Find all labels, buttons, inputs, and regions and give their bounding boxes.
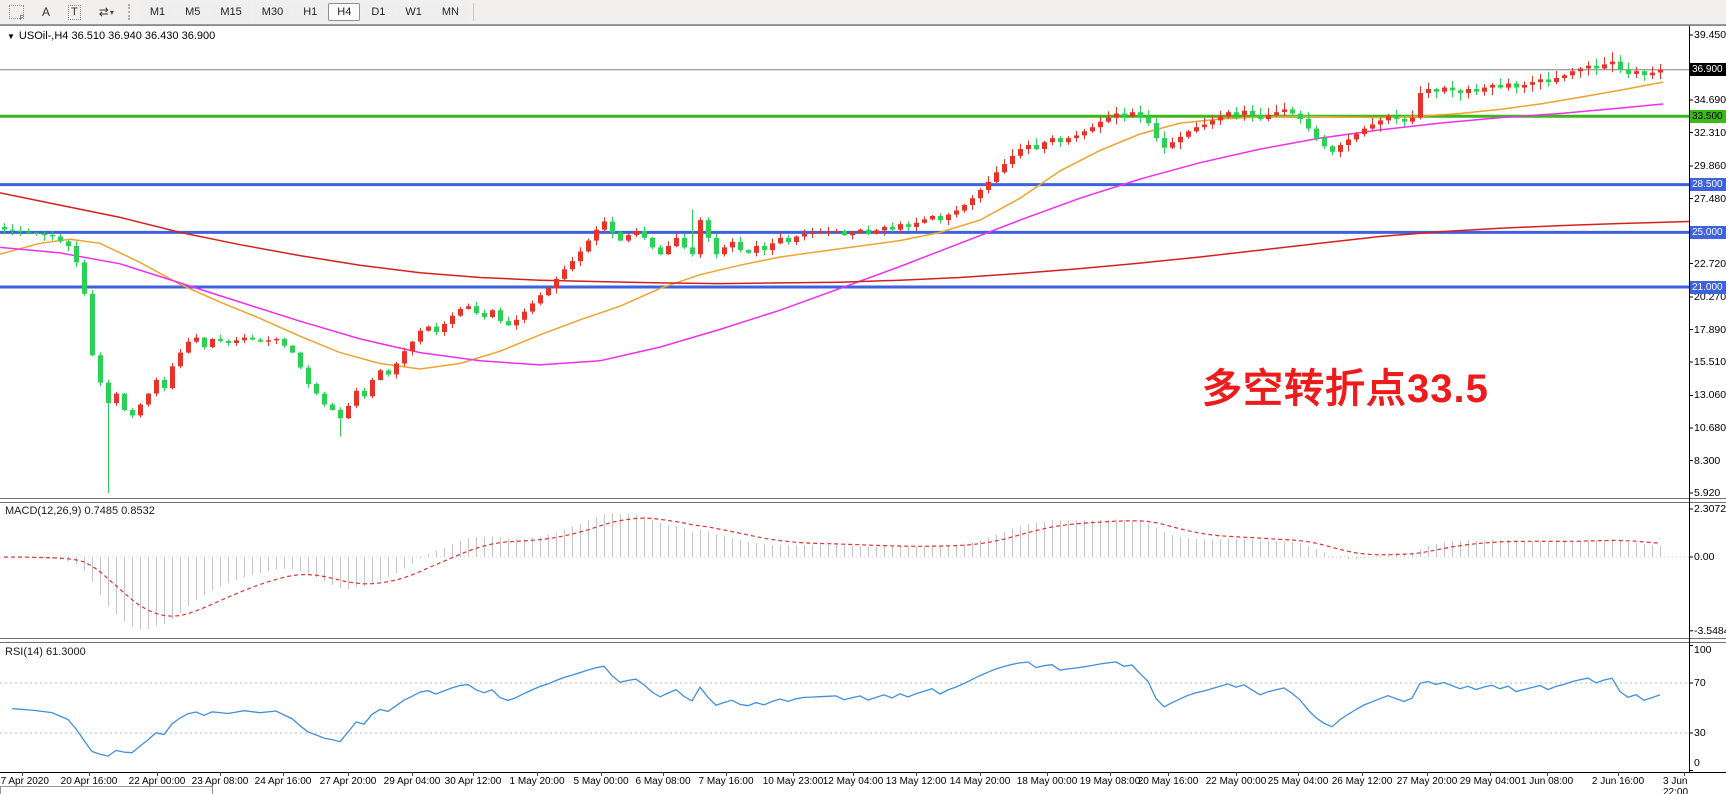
date-tick: 5 May 00:00 — [573, 776, 629, 787]
date-tick: 19 May 08:00 — [1079, 776, 1141, 787]
symbol-title: ▼ USOil-,H4 36.510 36.940 36.430 36.900 — [7, 30, 215, 42]
timeframe-button-mn[interactable]: MN — [432, 3, 468, 21]
dotted-frame-icon: F — [9, 5, 24, 22]
price-tag-36.900: 36.900 — [1690, 63, 1726, 77]
text-tool-icon: T — [68, 4, 81, 20]
date-tick: 20 Apr 16:00 — [60, 776, 118, 787]
collapse-triangle-icon[interactable]: ▼ — [7, 32, 15, 41]
date-tick: 10 May 23:00 — [762, 776, 824, 787]
toolbar-grip[interactable] — [127, 4, 135, 20]
arrows-tool-button[interactable]: ⇄ ▾ — [92, 2, 121, 22]
price-tick-13.060: 13.060 — [1694, 389, 1726, 402]
statusbar-stub — [0, 786, 213, 794]
timeframe-button-m15[interactable]: M15 — [211, 3, 251, 21]
date-tick: 29 Apr 04:00 — [383, 776, 441, 787]
date-tick: 22 Apr 00:00 — [128, 776, 186, 787]
rsi-line — [11, 661, 1661, 757]
macd-tick-0.00: 0.00 — [1694, 551, 1715, 563]
timeframe-button-m30[interactable]: M30 — [252, 3, 293, 21]
timeframe-button-h1[interactable]: H1 — [294, 3, 327, 21]
date-tick: 3 Jun 22:00 — [1663, 776, 1689, 794]
double-arrow-icon: ⇄ — [98, 5, 109, 19]
ma-slow-red — [0, 192, 1690, 285]
timeframe-button-h4[interactable]: H4 — [328, 3, 361, 21]
date-tick: 17 Apr 2020 — [0, 776, 49, 787]
price-tag-21.000: 21.000 — [1690, 280, 1726, 294]
timeframe-button-m5[interactable]: M5 — [176, 3, 210, 21]
date-tick: 13 May 12:00 — [885, 776, 947, 787]
timeframe-button-d1[interactable]: D1 — [362, 3, 395, 21]
rsi-tick-100: 100 — [1694, 644, 1712, 656]
chart-annotation-text: 多空转折点33.5 — [1202, 367, 1489, 411]
macd-tick-2.3072: 2.3072 — [1694, 503, 1726, 515]
price-tick-32.310: 32.310 — [1694, 126, 1726, 139]
date-tick: 1 Jun 08:00 — [1520, 776, 1574, 787]
letter-a-icon: A — [42, 5, 51, 19]
rsi-tick-30: 30 — [1694, 727, 1706, 739]
toolbar-separator — [473, 3, 474, 21]
dotted-frame-tool-button[interactable]: F — [2, 2, 31, 22]
price-tick-22.720: 22.720 — [1694, 257, 1726, 270]
date-tick: 12 May 04:00 — [822, 776, 884, 787]
dropdown-caret-icon: ▾ — [109, 7, 114, 17]
timeframe-button-m1[interactable]: M1 — [140, 3, 175, 21]
symbol-title-text: USOil-,H4 36.510 36.940 36.430 36.900 — [18, 30, 216, 42]
date-tick: 27 May 20:00 — [1396, 776, 1458, 787]
rsi-tick-0: 0 — [1694, 757, 1700, 769]
date-tick: 25 May 04:00 — [1267, 776, 1329, 787]
price-tick-34.690: 34.690 — [1694, 94, 1726, 107]
date-tick: 22 May 00:00 — [1205, 776, 1267, 787]
text-tool-button[interactable]: T — [61, 2, 88, 22]
macd-signal-line — [4, 517, 1661, 617]
price-tag-28.500: 28.500 — [1690, 178, 1726, 192]
price-tick-20.270: 20.270 — [1694, 290, 1726, 303]
price-tick-15.510: 15.510 — [1694, 356, 1726, 369]
letter-a-tool-button[interactable]: A — [35, 2, 57, 22]
date-tick: 14 May 20:00 — [949, 776, 1011, 787]
date-tick: 7 May 16:00 — [698, 776, 754, 787]
price-tick-39.450: 39.450 — [1694, 29, 1726, 41]
price-tag-33.500: 33.500 — [1690, 109, 1726, 123]
date-tick: 1 May 20:00 — [509, 776, 565, 787]
date-tick: 29 May 04:00 — [1459, 776, 1521, 787]
date-tick: 20 May 16:00 — [1137, 776, 1199, 787]
timeframe-button-w1[interactable]: W1 — [396, 3, 431, 21]
price-tick-29.860: 29.860 — [1694, 159, 1726, 172]
timeframe-button-group: M1 M5 M15 M30 H1 H4 D1 W1 MN — [140, 0, 469, 25]
macd-tick--3.5484: -3.5484 — [1694, 624, 1726, 637]
price-tag-25.000: 25.000 — [1690, 225, 1726, 239]
date-tick: 23 Apr 08:00 — [191, 776, 249, 787]
date-tick: 30 Apr 12:00 — [444, 776, 502, 787]
rsi-indicator-label: RSI(14) 61.3000 — [5, 646, 86, 658]
date-tick: 6 May 08:00 — [635, 776, 691, 787]
toolbar: F A T ⇄ ▾ M1 M5 M15 M30 H1 H4 D1 W1 MN — [0, 0, 1726, 25]
price-tick-27.480: 27.480 — [1694, 192, 1726, 205]
price-tick-17.890: 17.890 — [1694, 323, 1726, 336]
rsi-tick-70: 70 — [1694, 677, 1706, 689]
date-tick: 18 May 00:00 — [1016, 776, 1078, 787]
date-tick: 24 Apr 16:00 — [254, 776, 312, 787]
date-tick: 27 Apr 20:00 — [319, 776, 377, 787]
price-tick-5.920: 5.920 — [1694, 487, 1721, 500]
dotted-frame-icon-letter: F — [19, 15, 24, 22]
date-tick: 26 May 12:00 — [1331, 776, 1393, 787]
ma-mid-magenta — [0, 103, 1664, 366]
ma-fast-orange — [0, 81, 1664, 370]
macd-indicator-label: MACD(12,26,9) 0.7485 0.8532 — [5, 505, 155, 517]
price-tick-10.680: 10.680 — [1694, 421, 1726, 434]
date-tick: 2 Jun 16:00 — [1591, 776, 1645, 787]
price-tick-8.300: 8.300 — [1694, 454, 1721, 467]
